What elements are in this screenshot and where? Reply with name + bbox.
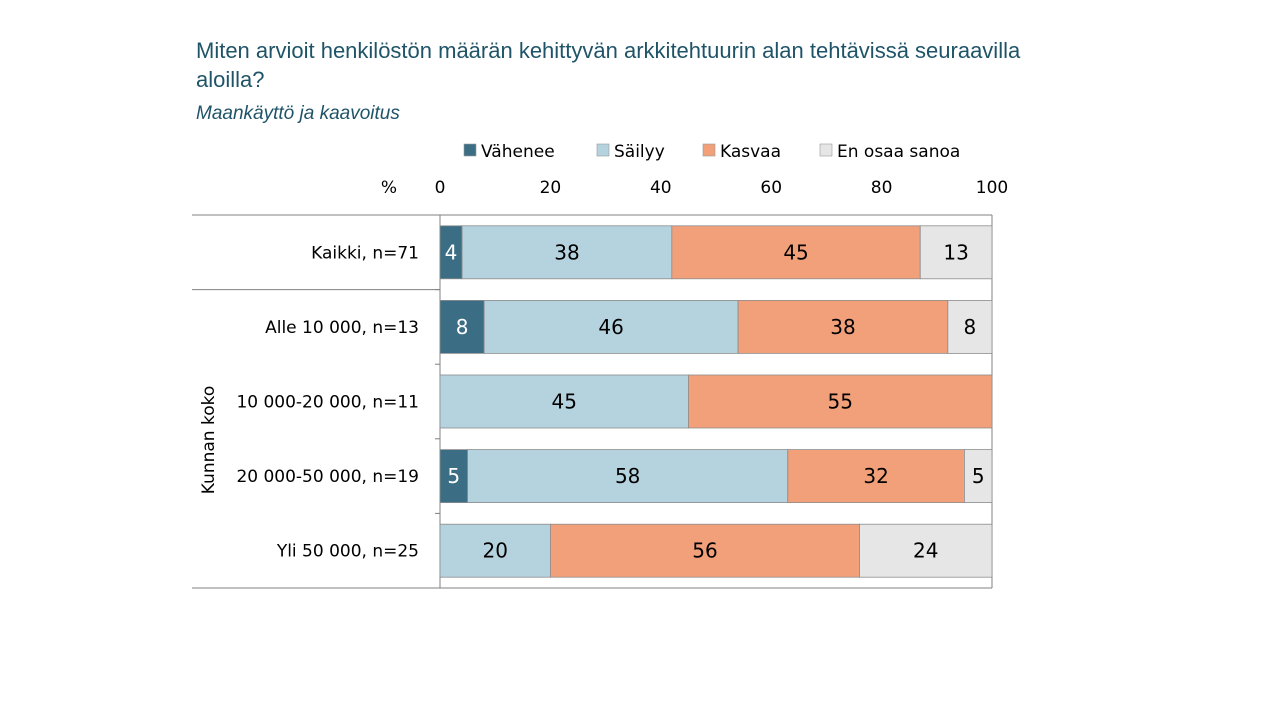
row-label: Yli 50 000, n=25 bbox=[276, 542, 419, 562]
bar-segment bbox=[787, 449, 965, 504]
x-tick-label: 80 bbox=[871, 178, 893, 198]
row-label: 20 000-50 000, n=19 bbox=[236, 467, 419, 487]
axis-unit-label: % bbox=[381, 178, 397, 198]
data-label: 24 bbox=[913, 539, 938, 563]
data-label: 20 bbox=[482, 539, 507, 563]
bar-segment bbox=[947, 299, 993, 354]
bar-segment bbox=[964, 449, 993, 504]
bar-segment bbox=[483, 299, 739, 354]
data-label: 55 bbox=[827, 390, 852, 414]
legend-label-1: Säilyy bbox=[614, 142, 665, 162]
bar-segment bbox=[461, 225, 673, 280]
x-tick-label: 20 bbox=[540, 178, 562, 198]
row-labels: Kaikki, n=71 Alle 10 000, n=13 10 000-20 0… bbox=[236, 243, 419, 561]
data-label: 8 bbox=[964, 315, 977, 339]
data-label: 56 bbox=[692, 539, 717, 563]
chart-subtitle: Maankäyttö ja kaavoitus bbox=[196, 103, 400, 124]
bar-segment bbox=[439, 523, 551, 578]
bar-segment bbox=[737, 299, 949, 354]
x-tick-label: 40 bbox=[650, 178, 672, 198]
data-label: 5 bbox=[972, 464, 985, 488]
bar-segment bbox=[550, 523, 860, 578]
data-label: 5 bbox=[447, 464, 460, 488]
legend-label-2: Kasvaa bbox=[720, 142, 781, 162]
row-label: 10 000-20 000, n=11 bbox=[236, 393, 419, 413]
data-label: 45 bbox=[783, 240, 808, 264]
legend: Vähenee Säilyy Kasvaa En osaa sanoa bbox=[463, 142, 960, 162]
row-label: Kaikki, n=71 bbox=[311, 243, 419, 263]
bar-segment bbox=[919, 225, 993, 280]
legend-label-3: En osaa sanoa bbox=[837, 142, 960, 162]
bar-segment bbox=[671, 225, 921, 280]
bar-segment bbox=[859, 523, 993, 578]
row-label: Alle 10 000, n=13 bbox=[265, 318, 419, 338]
chart-title: Miten arvioit henkilöstön määrän kehitty… bbox=[196, 38, 1021, 92]
bar-segment bbox=[439, 299, 485, 354]
bars: 4 38 45 138 46 38 845 555 58 32 520 56 24 bbox=[439, 225, 993, 578]
data-label: 45 bbox=[551, 390, 576, 414]
x-axis-ticks: 0 20 40 60 80 100 bbox=[435, 178, 1009, 198]
legend-swatch-2 bbox=[702, 143, 716, 157]
data-label: 4 bbox=[445, 240, 458, 264]
data-label: 46 bbox=[598, 315, 623, 339]
x-tick-label: 100 bbox=[976, 178, 1008, 198]
legend-swatch-3 bbox=[819, 143, 833, 157]
data-label: 38 bbox=[554, 240, 579, 264]
group-label: Kunnan koko bbox=[199, 386, 219, 495]
bar-segment bbox=[688, 374, 993, 429]
data-label: 38 bbox=[830, 315, 855, 339]
legend-swatch-1 bbox=[596, 143, 610, 157]
bar-segment bbox=[439, 374, 689, 429]
data-label: 32 bbox=[863, 464, 888, 488]
data-label: 13 bbox=[943, 240, 968, 264]
data-label: 58 bbox=[615, 464, 640, 488]
legend-swatch-0 bbox=[463, 143, 477, 157]
data-label: 8 bbox=[456, 315, 469, 339]
bar-segment bbox=[467, 449, 789, 504]
legend-label-0: Vähenee bbox=[481, 142, 555, 162]
x-tick-label: 0 bbox=[435, 178, 446, 198]
x-tick-label: 60 bbox=[760, 178, 782, 198]
